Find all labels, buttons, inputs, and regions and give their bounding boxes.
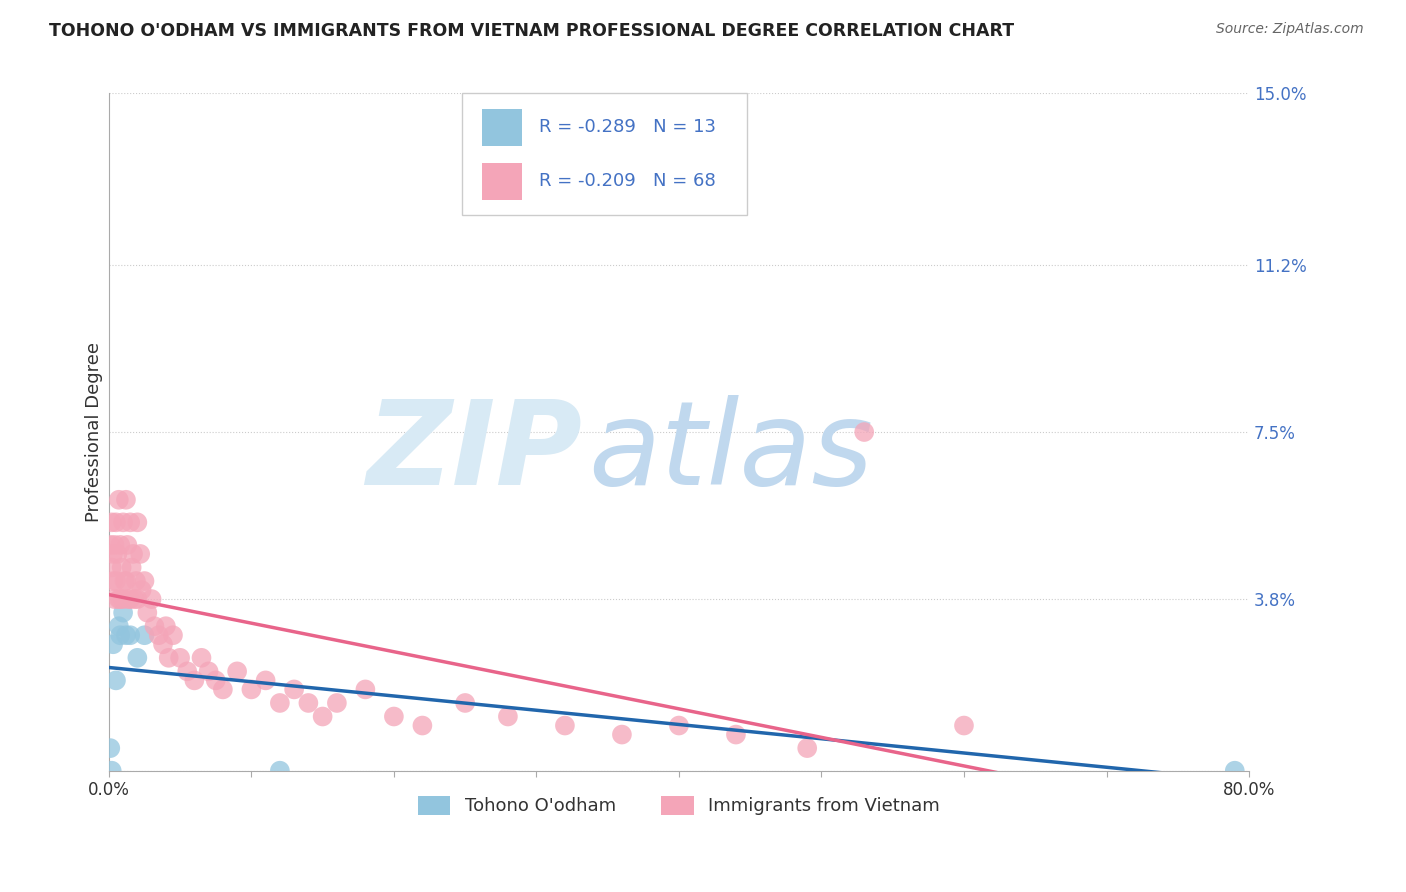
Point bbox=[103, 592, 125, 607]
Point bbox=[127, 650, 149, 665]
Point bbox=[204, 673, 226, 688]
Point bbox=[155, 619, 177, 633]
Text: TOHONO O'ODHAM VS IMMIGRANTS FROM VIETNAM PROFESSIONAL DEGREE CORRELATION CHART: TOHONO O'ODHAM VS IMMIGRANTS FROM VIETNA… bbox=[49, 22, 1014, 40]
Point bbox=[169, 650, 191, 665]
Point bbox=[112, 606, 135, 620]
Point bbox=[554, 718, 576, 732]
Point bbox=[382, 709, 405, 723]
Point bbox=[127, 516, 149, 530]
Point bbox=[148, 628, 170, 642]
Point bbox=[115, 574, 138, 588]
Point bbox=[120, 592, 142, 607]
Point bbox=[853, 425, 876, 439]
Point bbox=[796, 741, 818, 756]
Text: Source: ZipAtlas.com: Source: ZipAtlas.com bbox=[1216, 22, 1364, 37]
Point bbox=[354, 682, 377, 697]
Point bbox=[176, 665, 198, 679]
Point bbox=[127, 592, 149, 607]
Point bbox=[118, 592, 141, 607]
Text: R = -0.209   N = 68: R = -0.209 N = 68 bbox=[538, 172, 716, 190]
Point bbox=[104, 574, 127, 588]
Point bbox=[120, 628, 142, 642]
FancyBboxPatch shape bbox=[482, 162, 522, 200]
Point bbox=[454, 696, 477, 710]
Point bbox=[190, 650, 212, 665]
Point bbox=[283, 682, 305, 697]
Y-axis label: Professional Degree: Professional Degree bbox=[86, 342, 103, 522]
Point bbox=[136, 606, 159, 620]
Point bbox=[197, 665, 219, 679]
Point bbox=[101, 637, 124, 651]
Point bbox=[98, 538, 121, 552]
Legend: Tohono O'odham, Immigrants from Vietnam: Tohono O'odham, Immigrants from Vietnam bbox=[411, 789, 948, 822]
Point bbox=[103, 538, 125, 552]
Point bbox=[112, 516, 135, 530]
Point bbox=[183, 673, 205, 688]
Point bbox=[104, 673, 127, 688]
Point bbox=[131, 583, 153, 598]
Point bbox=[108, 619, 131, 633]
Point bbox=[110, 538, 132, 552]
Point bbox=[101, 547, 124, 561]
Point bbox=[240, 682, 263, 697]
Point bbox=[297, 696, 319, 710]
Point bbox=[496, 709, 519, 723]
Point bbox=[311, 709, 333, 723]
Point bbox=[111, 560, 134, 574]
Point bbox=[162, 628, 184, 642]
Point bbox=[98, 741, 121, 756]
Point bbox=[107, 547, 129, 561]
Point bbox=[115, 492, 138, 507]
Point bbox=[610, 728, 633, 742]
Point bbox=[100, 764, 122, 778]
Point bbox=[134, 574, 156, 588]
Point bbox=[157, 650, 180, 665]
FancyBboxPatch shape bbox=[463, 94, 748, 215]
Point bbox=[141, 592, 163, 607]
Point bbox=[269, 764, 291, 778]
Point bbox=[120, 516, 142, 530]
Point bbox=[112, 592, 135, 607]
Point bbox=[121, 560, 143, 574]
Point bbox=[269, 696, 291, 710]
FancyBboxPatch shape bbox=[482, 109, 522, 146]
Point bbox=[129, 547, 152, 561]
Point bbox=[254, 673, 277, 688]
Text: atlas: atlas bbox=[588, 395, 873, 509]
Point bbox=[101, 574, 124, 588]
Point bbox=[152, 637, 174, 651]
Point bbox=[411, 718, 433, 732]
Text: R = -0.289   N = 13: R = -0.289 N = 13 bbox=[538, 119, 716, 136]
Point bbox=[110, 628, 132, 642]
Point bbox=[212, 682, 235, 697]
Point bbox=[134, 628, 156, 642]
Point bbox=[108, 492, 131, 507]
Point bbox=[104, 516, 127, 530]
Point bbox=[117, 538, 139, 552]
Point bbox=[110, 592, 132, 607]
Point bbox=[114, 574, 136, 588]
Point bbox=[124, 592, 146, 607]
Point bbox=[724, 728, 747, 742]
Point bbox=[122, 547, 145, 561]
Point bbox=[953, 718, 976, 732]
Point bbox=[668, 718, 690, 732]
Point bbox=[143, 619, 166, 633]
Point bbox=[226, 665, 249, 679]
Text: ZIP: ZIP bbox=[366, 395, 582, 510]
Point bbox=[108, 592, 131, 607]
Point bbox=[125, 574, 148, 588]
Point bbox=[100, 560, 122, 574]
Point bbox=[115, 628, 138, 642]
Point bbox=[326, 696, 349, 710]
Point bbox=[100, 516, 122, 530]
Point bbox=[1223, 764, 1246, 778]
